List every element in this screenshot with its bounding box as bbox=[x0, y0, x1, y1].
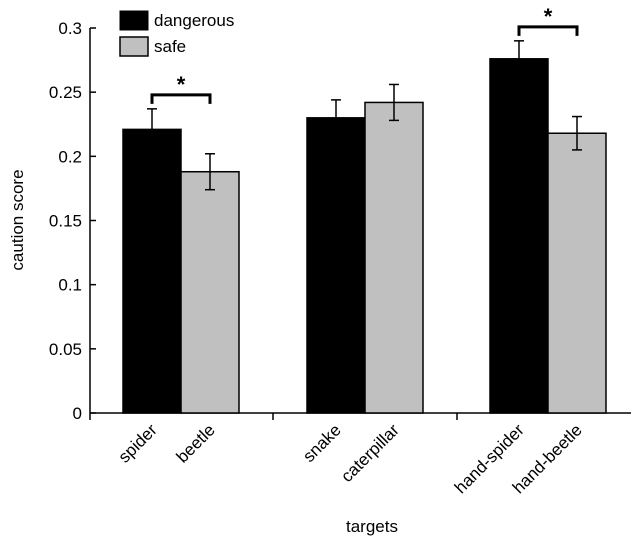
y-tick-label: 0 bbox=[73, 404, 82, 423]
significance-bracket bbox=[150, 93, 212, 104]
bar-hand-spider bbox=[489, 58, 549, 414]
bar-caterpillar bbox=[364, 101, 424, 414]
x-tick-label-caterpillar: caterpillar bbox=[337, 420, 403, 486]
y-tick-label: 0.25 bbox=[49, 83, 82, 102]
y-tick-label: 0.05 bbox=[49, 340, 82, 359]
significance-layer: ** bbox=[150, 4, 579, 104]
y-axis-title: caution score bbox=[8, 169, 27, 270]
bar-hand-beetle bbox=[547, 132, 607, 414]
y-tick-label: 0.1 bbox=[58, 276, 82, 295]
y-tick-label: 0.15 bbox=[49, 212, 82, 231]
legend-swatch-dangerous bbox=[119, 10, 149, 31]
legend-label-safe: safe bbox=[154, 37, 186, 56]
x-tick-label-spider: spider bbox=[115, 420, 161, 466]
y-tick-label: 0.3 bbox=[58, 19, 82, 38]
legend-label-dangerous: dangerous bbox=[154, 11, 234, 30]
x-tick-label-beetle: beetle bbox=[173, 420, 219, 466]
y-tick-label: 0.2 bbox=[58, 147, 82, 166]
x-axis-title: targets bbox=[346, 517, 398, 536]
legend-swatch-safe bbox=[119, 36, 149, 57]
bar-spider bbox=[122, 128, 182, 414]
significance-bracket bbox=[517, 25, 579, 36]
bar-beetle bbox=[180, 170, 240, 414]
bars-layer bbox=[122, 58, 607, 414]
bar-snake bbox=[306, 117, 366, 414]
significance-star: * bbox=[177, 72, 186, 97]
x-tick-label-snake: snake bbox=[299, 420, 345, 466]
significance-star: * bbox=[544, 4, 553, 29]
legend: dangerous safe bbox=[119, 10, 234, 57]
error-bars-layer bbox=[147, 40, 582, 191]
